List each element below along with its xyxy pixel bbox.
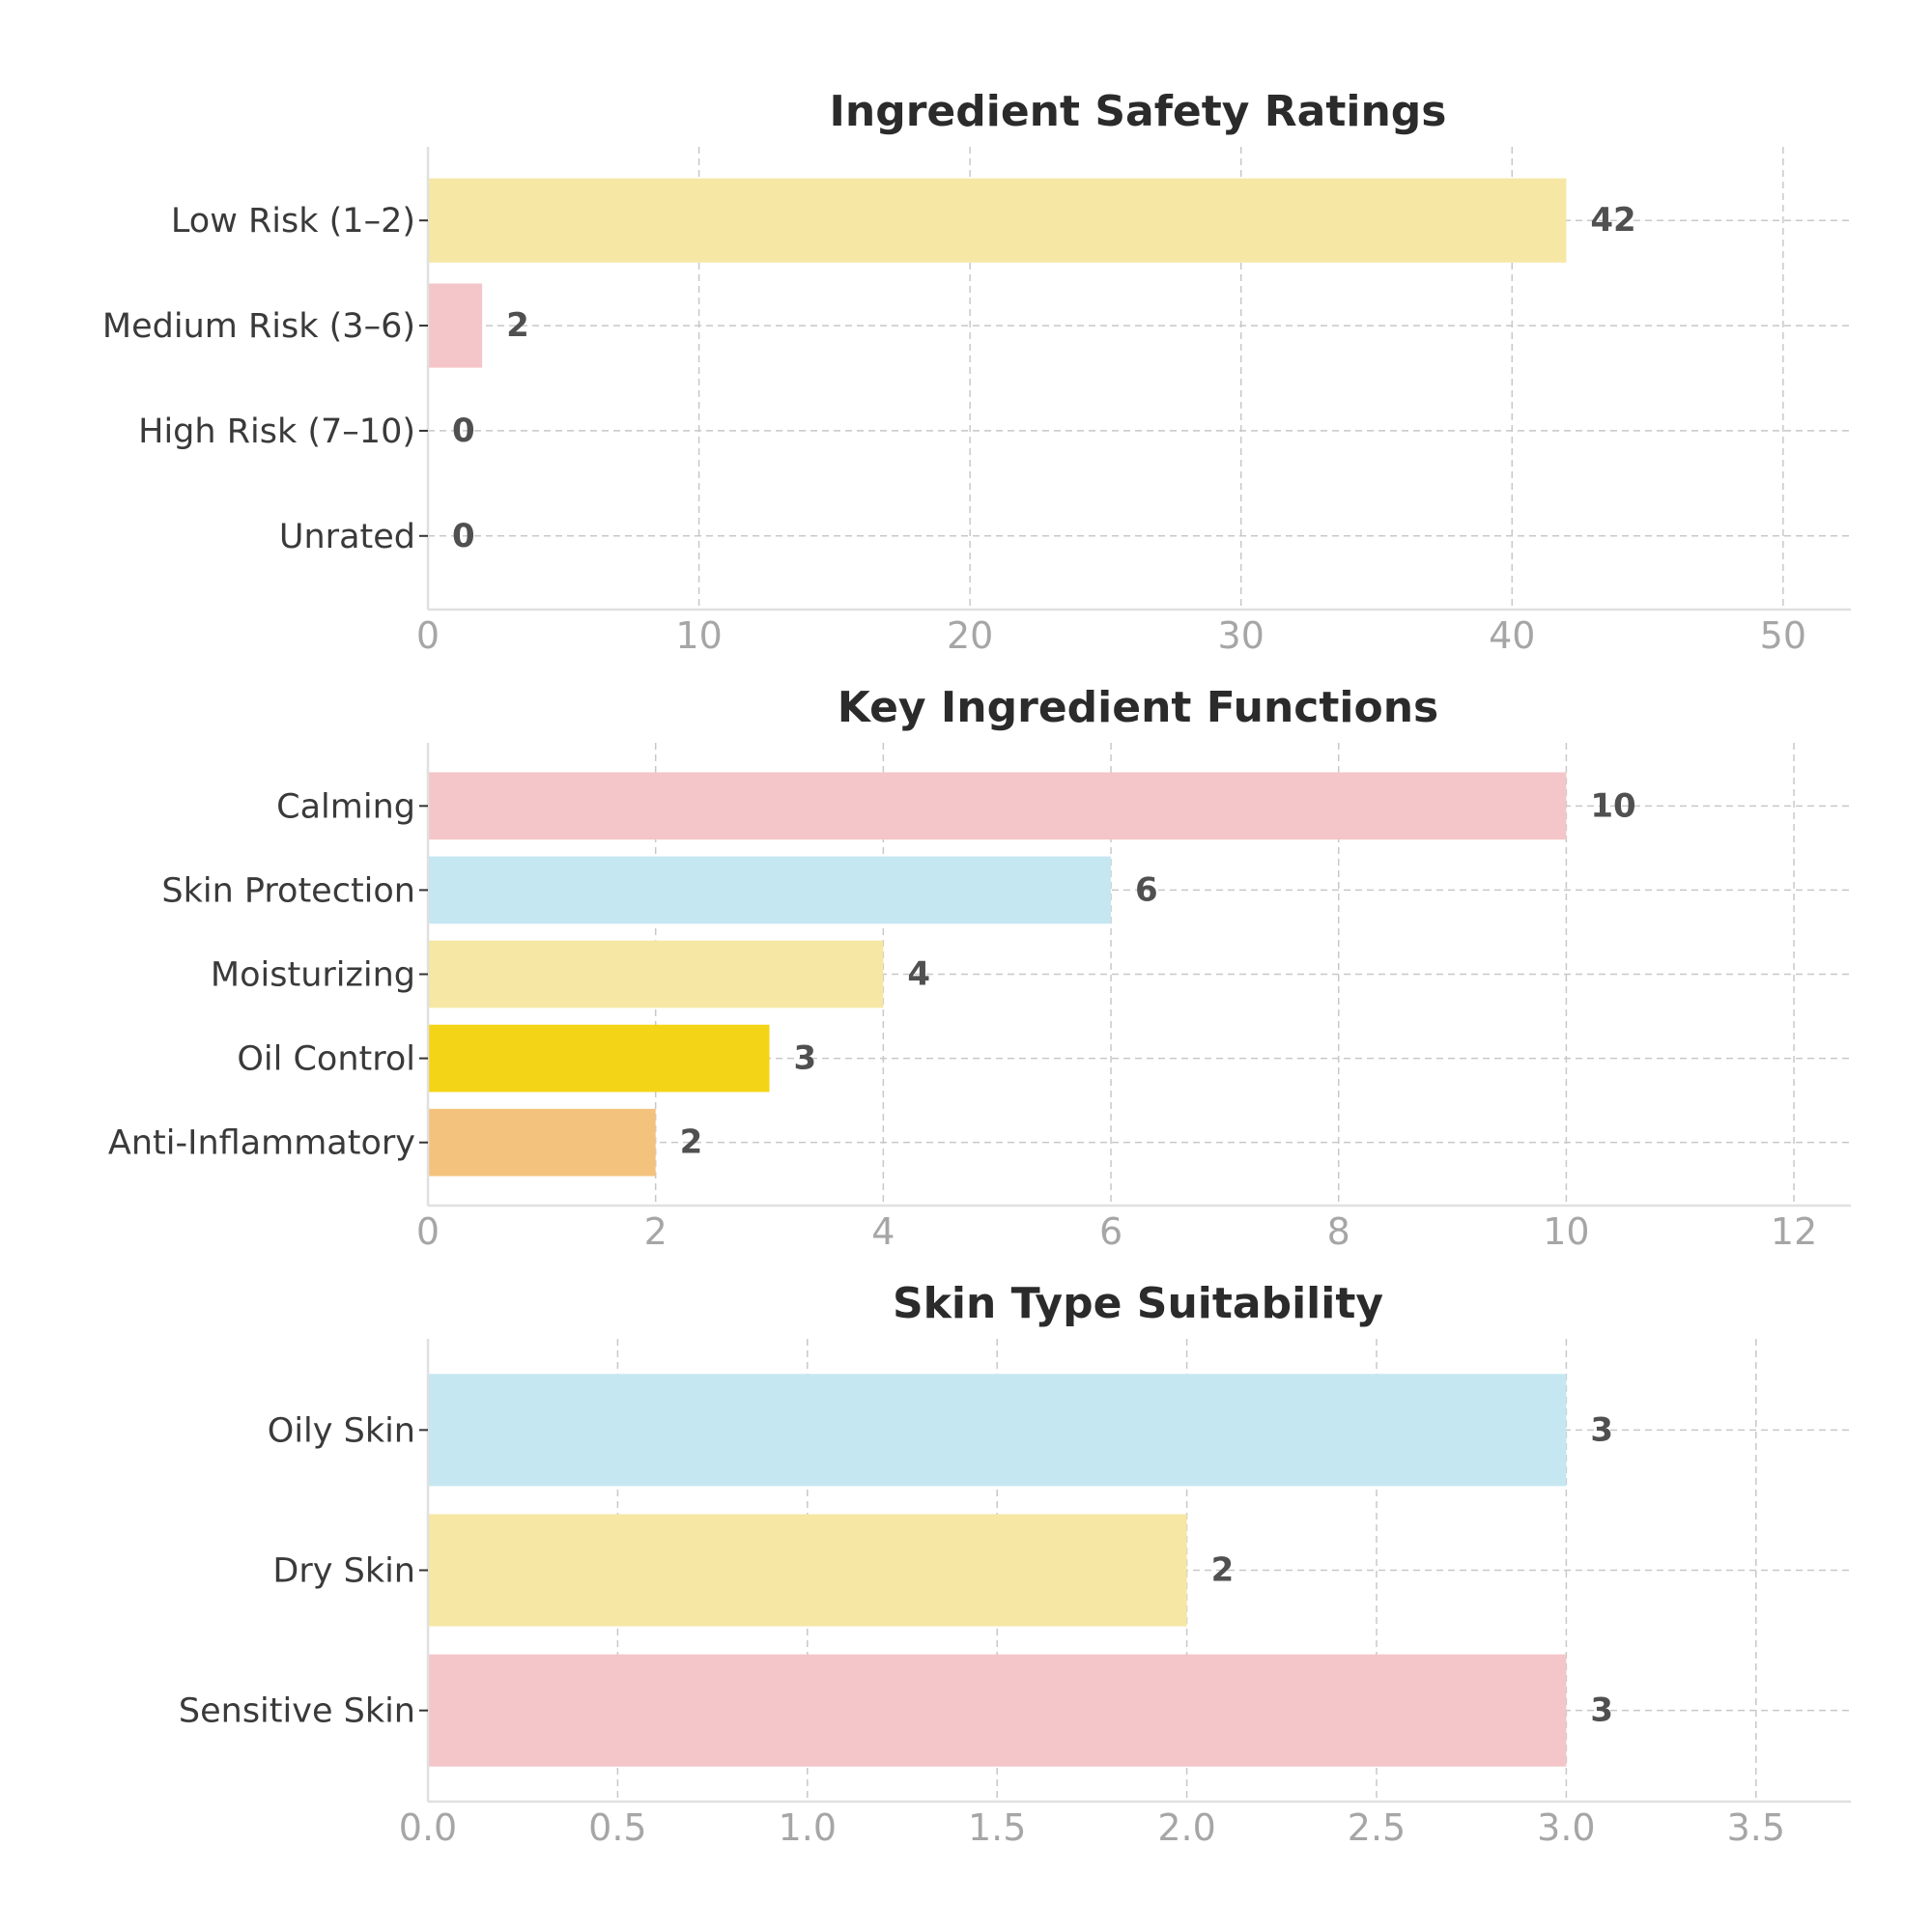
chart-ingredient-functions: Key Ingredient Functions 0 2 4 6 8 10 12 Calmin… bbox=[108, 683, 1851, 1253]
category-label-skin-protection: Skin Protection bbox=[161, 871, 415, 910]
value-label-oil-control: 3 bbox=[794, 1039, 817, 1078]
category-label-low-risk-1-2: Low Risk (1–2) bbox=[171, 202, 415, 241]
bar-oil-control bbox=[428, 1024, 770, 1093]
x-tick-label-safety-3: 30 bbox=[1218, 614, 1264, 657]
bar-calming bbox=[428, 772, 1567, 840]
x-tick-label-safety-1: 10 bbox=[675, 614, 722, 657]
value-label-calming: 10 bbox=[1590, 786, 1635, 825]
chart-title-safety-ratings: Ingredient Safety Ratings bbox=[830, 87, 1447, 136]
chart-title-skin-type-suitability: Skin Type Suitability bbox=[893, 1279, 1383, 1328]
value-label-medium-risk-3-6: 2 bbox=[506, 306, 529, 345]
x-tick-label-functions-4: 8 bbox=[1327, 1210, 1350, 1253]
category-label-medium-risk-3-6: Medium Risk (3–6) bbox=[102, 307, 415, 346]
bar-low-risk-1-2 bbox=[428, 178, 1567, 263]
category-label-high-risk-7-10: High Risk (7–10) bbox=[138, 412, 415, 451]
value-label-oily-skin: 3 bbox=[1590, 1410, 1613, 1449]
x-tick-label-skin-type-3: 1.5 bbox=[968, 1806, 1026, 1849]
value-label-anti-inflammatory: 2 bbox=[680, 1123, 703, 1162]
value-label-high-risk-7-10: 0 bbox=[452, 412, 475, 450]
x-tick-label-functions-1: 2 bbox=[644, 1210, 668, 1253]
x-tick-label-functions-2: 4 bbox=[871, 1210, 895, 1253]
category-label-calming: Calming bbox=[276, 787, 415, 826]
x-tick-label-skin-type-5: 2.5 bbox=[1348, 1806, 1406, 1849]
chart-title-ingredient-functions: Key Ingredient Functions bbox=[838, 683, 1438, 732]
category-label-sensitive-skin: Sensitive Skin bbox=[179, 1692, 415, 1731]
bar-skin-protection bbox=[428, 856, 1112, 924]
category-label-anti-inflammatory: Anti-Inflammatory bbox=[108, 1124, 415, 1163]
bar-sensitive-skin bbox=[428, 1654, 1567, 1767]
value-label-low-risk-1-2: 42 bbox=[1590, 201, 1635, 240]
chart-safety-ratings: Ingredient Safety Ratings 0 10 20 30 40 50Low… bbox=[102, 87, 1851, 657]
value-label-dry-skin: 2 bbox=[1211, 1551, 1235, 1590]
x-tick-label-skin-type-2: 1.0 bbox=[779, 1806, 837, 1849]
category-label-unrated: Unrated bbox=[279, 518, 415, 556]
value-label-unrated: 0 bbox=[452, 517, 475, 555]
x-tick-label-safety-2: 20 bbox=[947, 614, 993, 657]
bar-anti-inflammatory bbox=[428, 1108, 656, 1177]
x-tick-label-functions-3: 6 bbox=[1099, 1210, 1122, 1253]
x-tick-label-functions-6: 12 bbox=[1771, 1210, 1817, 1253]
value-label-moisturizing: 4 bbox=[907, 955, 930, 994]
bar-medium-risk-3-6 bbox=[428, 283, 483, 368]
x-tick-label-functions-5: 10 bbox=[1543, 1210, 1589, 1253]
category-label-oil-control: Oil Control bbox=[237, 1040, 415, 1079]
bar-oily-skin bbox=[428, 1374, 1567, 1487]
x-tick-label-skin-type-7: 3.5 bbox=[1727, 1806, 1785, 1849]
value-label-skin-protection: 6 bbox=[1135, 870, 1158, 909]
x-tick-label-safety-0: 0 bbox=[416, 614, 440, 657]
bar-dry-skin bbox=[428, 1514, 1187, 1627]
category-label-oily-skin: Oily Skin bbox=[268, 1411, 415, 1450]
chart-skin-type-suitability: Skin Type Suitability 0.0 0.5 1.0 1.5 2.0 2.5… bbox=[179, 1279, 1851, 1849]
value-label-sensitive-skin: 3 bbox=[1590, 1691, 1613, 1730]
x-tick-label-functions-0: 0 bbox=[416, 1210, 440, 1253]
bar-moisturizing bbox=[428, 940, 884, 1009]
x-tick-label-skin-type-6: 3.0 bbox=[1537, 1806, 1595, 1849]
x-tick-label-safety-4: 40 bbox=[1489, 614, 1535, 657]
category-label-dry-skin: Dry Skin bbox=[272, 1552, 415, 1591]
x-tick-label-skin-type-0: 0.0 bbox=[399, 1806, 457, 1849]
x-tick-label-safety-5: 50 bbox=[1760, 614, 1806, 657]
x-tick-label-skin-type-1: 0.5 bbox=[588, 1806, 646, 1849]
category-label-moisturizing: Moisturizing bbox=[211, 956, 415, 995]
x-tick-label-skin-type-4: 2.0 bbox=[1157, 1806, 1215, 1849]
